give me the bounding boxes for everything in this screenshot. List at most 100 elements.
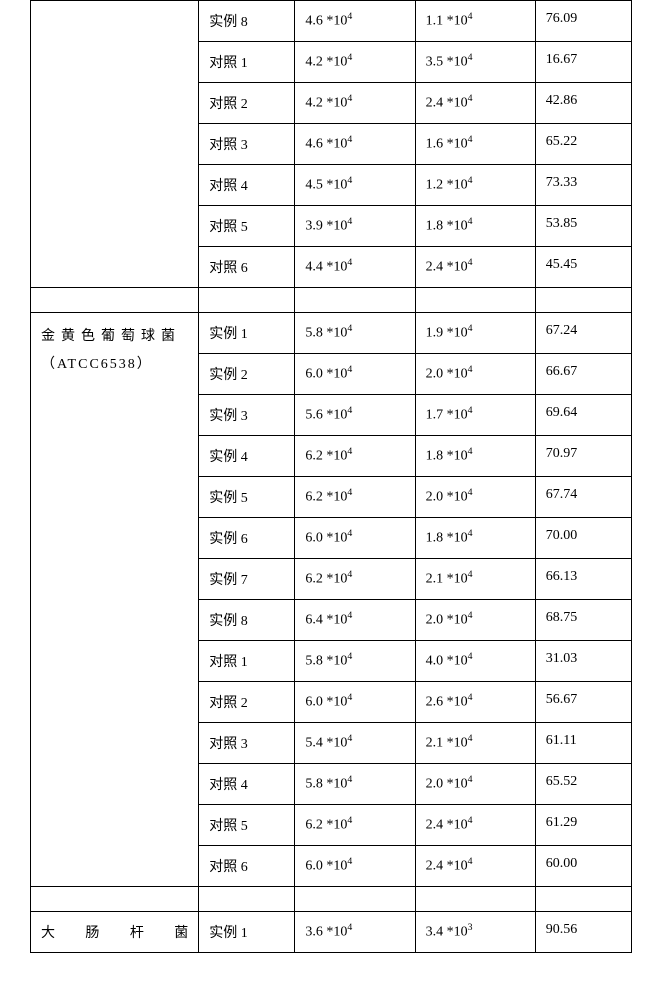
row-name-cell: 实例 8 <box>199 1 295 42</box>
pct-cell: 67.74 <box>535 477 631 518</box>
spacer-cell <box>31 887 199 912</box>
spacer-cell <box>295 288 415 313</box>
pct-cell: 70.00 <box>535 518 631 559</box>
row-name-cell: 对照 6 <box>199 247 295 288</box>
table-row: 金黄色葡萄球菌（ATCC6538）实例 15.8 *1041.9 *10467.… <box>31 313 632 354</box>
value-cell: 3.5 *104 <box>415 42 535 83</box>
value-cell: 5.8 *104 <box>295 313 415 354</box>
value-cell: 6.0 *104 <box>295 846 415 887</box>
value-cell: 6.0 *104 <box>295 682 415 723</box>
pct-cell: 66.67 <box>535 354 631 395</box>
row-name-cell: 实例 8 <box>199 600 295 641</box>
pct-cell: 69.64 <box>535 395 631 436</box>
value-cell: 1.2 *104 <box>415 165 535 206</box>
pct-cell: 65.52 <box>535 764 631 805</box>
row-name-cell: 对照 1 <box>199 42 295 83</box>
row-name-cell: 实例 5 <box>199 477 295 518</box>
pct-cell: 73.33 <box>535 165 631 206</box>
value-cell: 2.1 *104 <box>415 723 535 764</box>
value-cell: 6.2 *104 <box>295 559 415 600</box>
row-name-cell: 对照 5 <box>199 206 295 247</box>
value-cell: 3.9 *104 <box>295 206 415 247</box>
value-cell: 4.4 *104 <box>295 247 415 288</box>
row-name-cell: 实例 6 <box>199 518 295 559</box>
value-cell: 4.6 *104 <box>295 1 415 42</box>
group-label-cell <box>31 1 199 288</box>
value-cell: 2.6 *104 <box>415 682 535 723</box>
spacer-cell <box>295 887 415 912</box>
value-cell: 2.4 *104 <box>415 247 535 288</box>
value-cell: 5.4 *104 <box>295 723 415 764</box>
value-cell: 2.4 *104 <box>415 805 535 846</box>
spacer-cell <box>199 288 295 313</box>
spacer-cell <box>535 887 631 912</box>
value-cell: 2.0 *104 <box>415 600 535 641</box>
pct-cell: 76.09 <box>535 1 631 42</box>
value-cell: 1.8 *104 <box>415 436 535 477</box>
spacer-cell <box>415 887 535 912</box>
value-cell: 5.8 *104 <box>295 764 415 805</box>
row-name-cell: 对照 3 <box>199 124 295 165</box>
value-cell: 6.2 *104 <box>295 477 415 518</box>
spacer-row <box>31 288 632 313</box>
row-name-cell: 对照 1 <box>199 641 295 682</box>
pct-cell: 61.29 <box>535 805 631 846</box>
value-cell: 3.4 *103 <box>415 912 535 953</box>
spacer-cell <box>199 887 295 912</box>
value-cell: 2.1 *104 <box>415 559 535 600</box>
value-cell: 4.2 *104 <box>295 83 415 124</box>
row-name-cell: 实例 1 <box>199 912 295 953</box>
value-cell: 1.6 *104 <box>415 124 535 165</box>
value-cell: 4.5 *104 <box>295 165 415 206</box>
value-cell: 1.7 *104 <box>415 395 535 436</box>
pct-cell: 67.24 <box>535 313 631 354</box>
row-name-cell: 对照 4 <box>199 165 295 206</box>
row-name-cell: 实例 7 <box>199 559 295 600</box>
value-cell: 5.8 *104 <box>295 641 415 682</box>
pct-cell: 45.45 <box>535 247 631 288</box>
pct-cell: 65.22 <box>535 124 631 165</box>
pct-cell: 61.11 <box>535 723 631 764</box>
pct-cell: 16.67 <box>535 42 631 83</box>
value-cell: 1.9 *104 <box>415 313 535 354</box>
row-name-cell: 实例 3 <box>199 395 295 436</box>
table-row: 实例 84.6 *1041.1 *10476.09 <box>31 1 632 42</box>
spacer-cell <box>535 288 631 313</box>
row-name-cell: 对照 2 <box>199 682 295 723</box>
value-cell: 2.4 *104 <box>415 83 535 124</box>
value-cell: 6.0 *104 <box>295 354 415 395</box>
row-name-cell: 对照 3 <box>199 723 295 764</box>
spacer-row <box>31 887 632 912</box>
pct-cell: 53.85 <box>535 206 631 247</box>
pct-cell: 66.13 <box>535 559 631 600</box>
value-cell: 2.0 *104 <box>415 764 535 805</box>
row-name-cell: 对照 5 <box>199 805 295 846</box>
value-cell: 6.4 *104 <box>295 600 415 641</box>
row-name-cell: 实例 1 <box>199 313 295 354</box>
pct-cell: 42.86 <box>535 83 631 124</box>
value-cell: 2.0 *104 <box>415 354 535 395</box>
value-cell: 5.6 *104 <box>295 395 415 436</box>
row-name-cell: 实例 2 <box>199 354 295 395</box>
row-name-cell: 对照 4 <box>199 764 295 805</box>
pct-cell: 56.67 <box>535 682 631 723</box>
value-cell: 4.0 *104 <box>415 641 535 682</box>
pct-cell: 90.56 <box>535 912 631 953</box>
value-cell: 3.6 *104 <box>295 912 415 953</box>
value-cell: 1.8 *104 <box>415 518 535 559</box>
value-cell: 6.0 *104 <box>295 518 415 559</box>
value-cell: 2.4 *104 <box>415 846 535 887</box>
spacer-cell <box>415 288 535 313</box>
pct-cell: 60.00 <box>535 846 631 887</box>
value-cell: 4.2 *104 <box>295 42 415 83</box>
spacer-cell <box>31 288 199 313</box>
row-name-cell: 对照 2 <box>199 83 295 124</box>
pct-cell: 31.03 <box>535 641 631 682</box>
data-table: 实例 84.6 *1041.1 *10476.09对照 14.2 *1043.5… <box>30 0 632 953</box>
value-cell: 2.0 *104 <box>415 477 535 518</box>
value-cell: 1.8 *104 <box>415 206 535 247</box>
value-cell: 6.2 *104 <box>295 436 415 477</box>
row-name-cell: 实例 4 <box>199 436 295 477</box>
pct-cell: 70.97 <box>535 436 631 477</box>
table-row: 大肠杆菌实例 13.6 *1043.4 *10390.56 <box>31 912 632 953</box>
